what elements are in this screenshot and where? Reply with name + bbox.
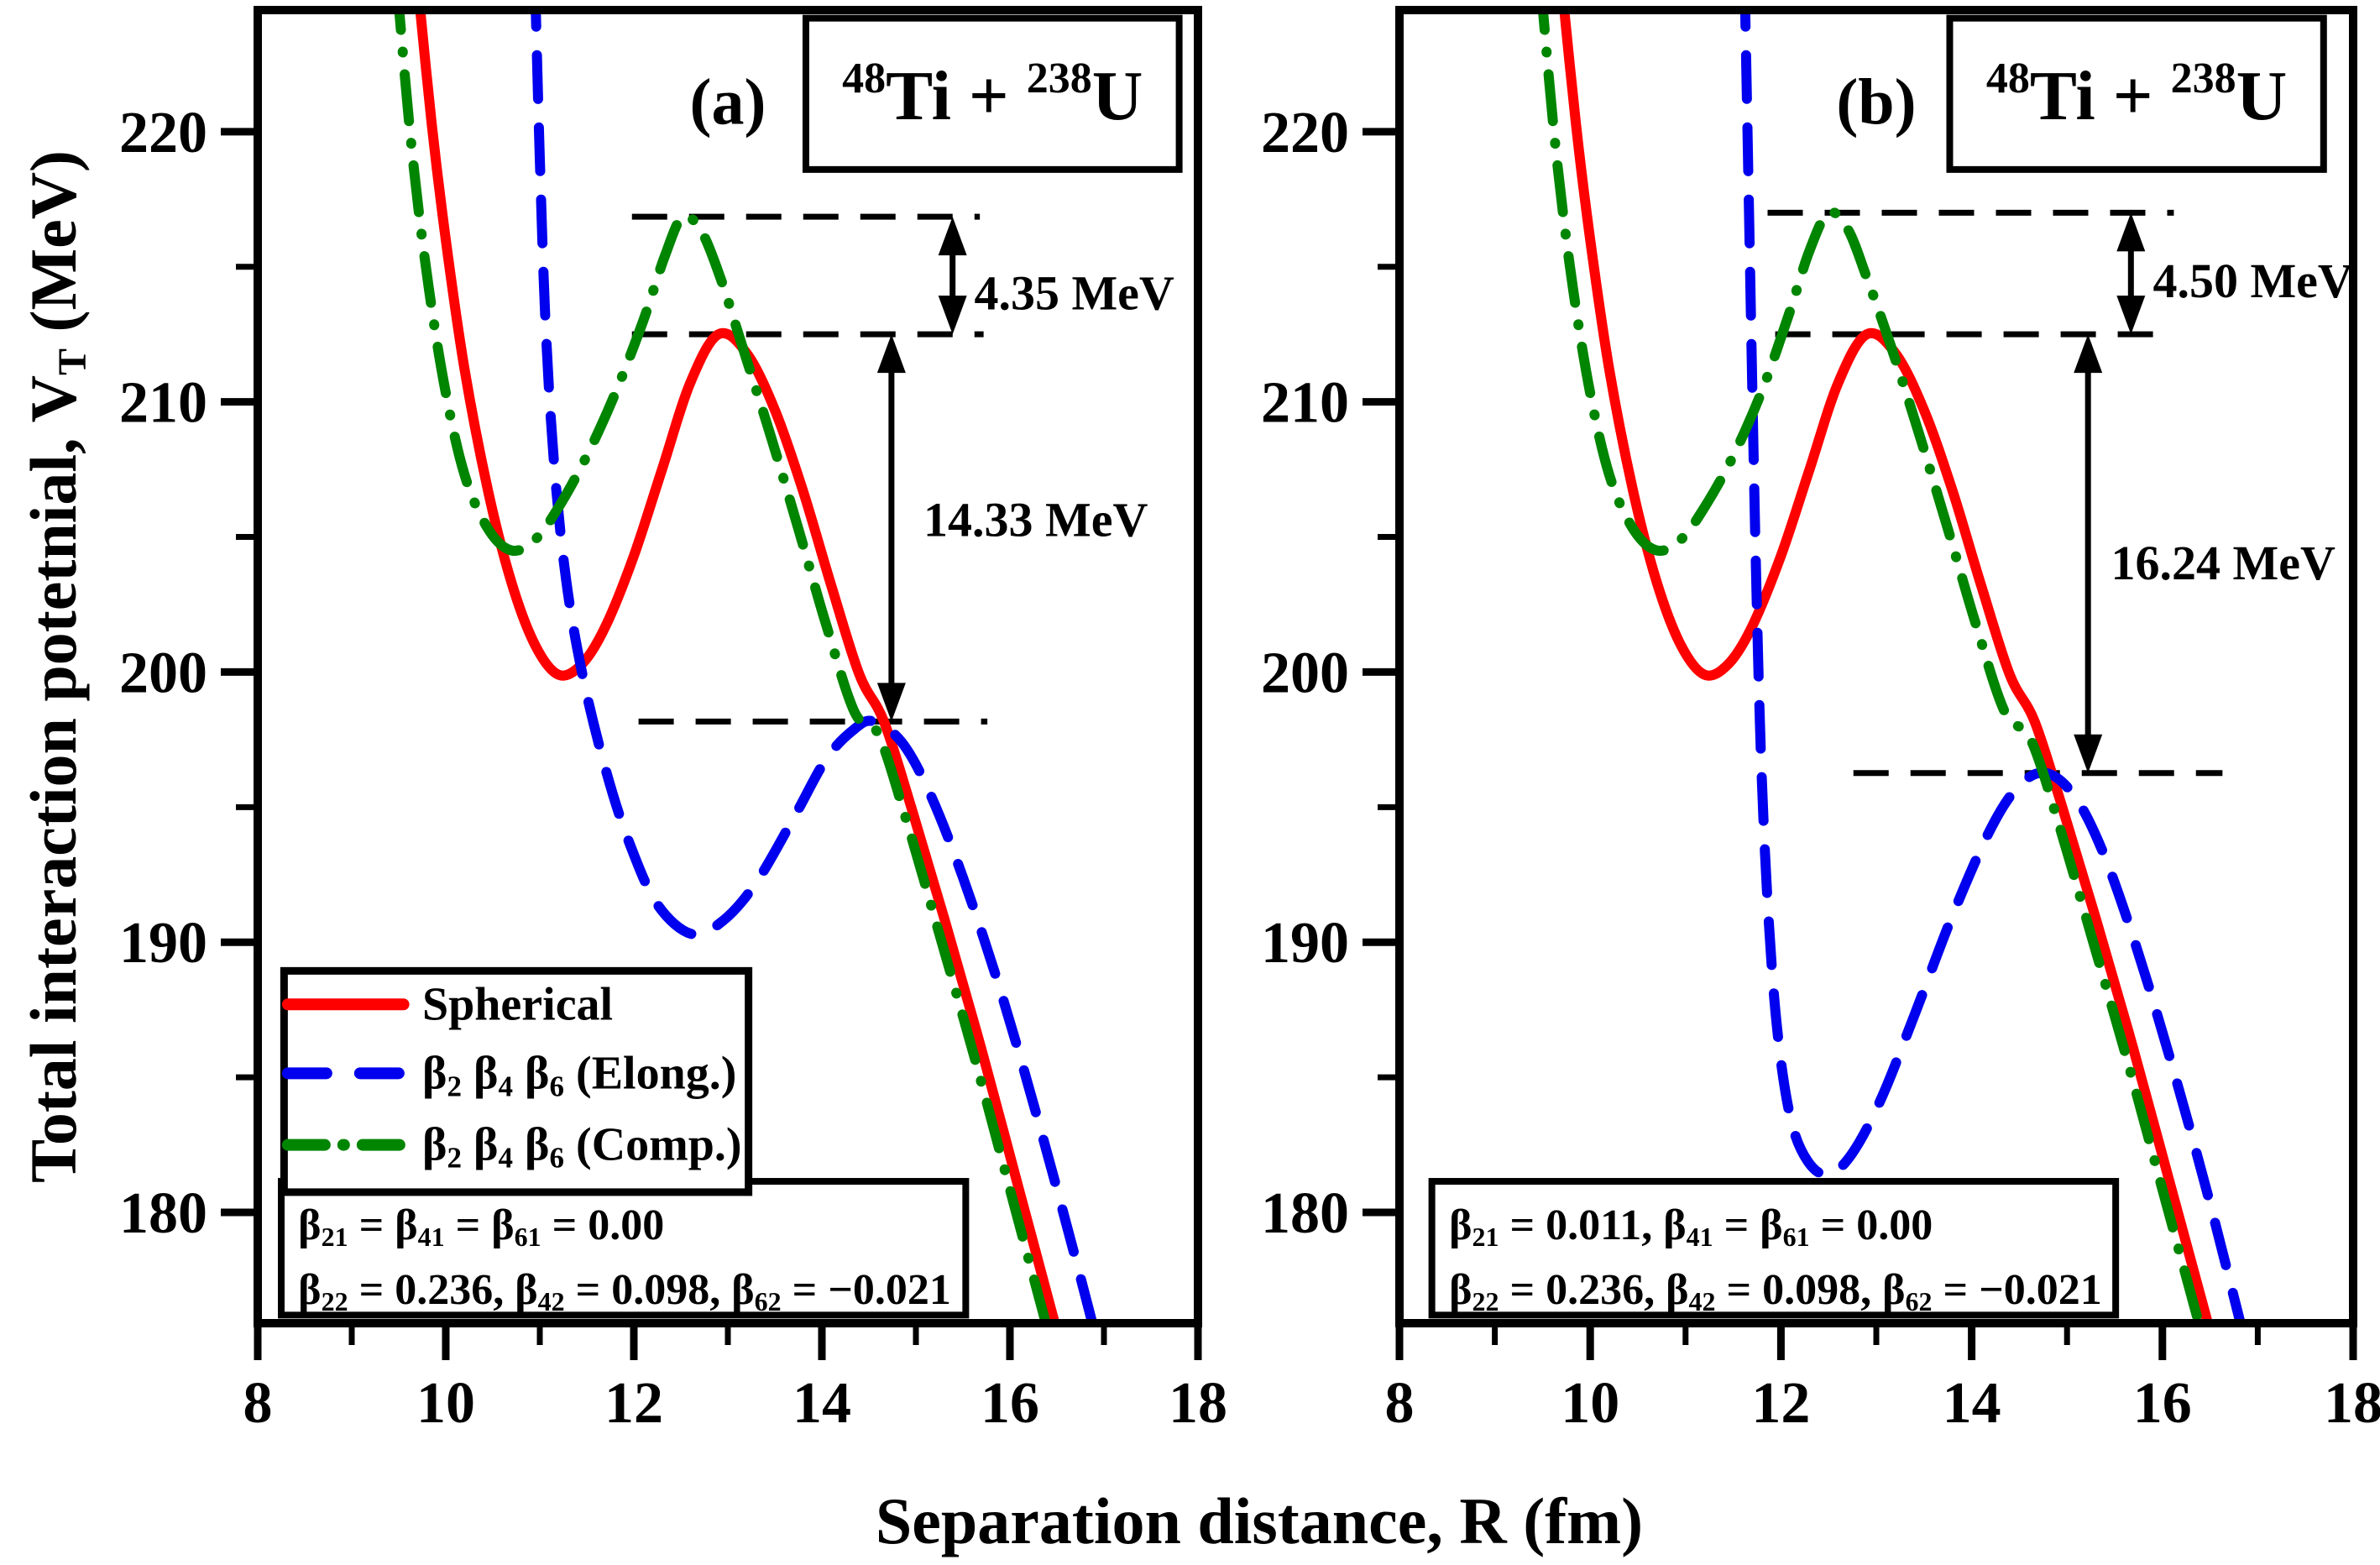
arrowhead-up (2074, 334, 2103, 374)
annotation-label: 14.33 MeV (923, 493, 1148, 547)
x-axis-title: Separation distance, R (fm) (876, 1484, 1643, 1557)
panel-label-b: (b) (1836, 65, 1916, 138)
curve-spherical-b (1559, 13, 2213, 1320)
curve-elong-a (531, 13, 1097, 1320)
beta-parameter-line-2: β22 = 0.236, β42 = 0.098, β62 = −0.021 (1449, 1266, 2102, 1316)
legend-label-0: Spherical (422, 978, 613, 1030)
legend-label-2: β2 β4 β6 (Comp.) (422, 1119, 742, 1175)
reaction-title-a: 48Ti + 238U (842, 55, 1143, 135)
annotation-label: 4.35 MeV (974, 265, 1174, 320)
x-tick-label: 16 (2133, 1371, 2192, 1436)
panel-a-frame (254, 6, 1202, 1327)
y-tick-label: 200 (119, 641, 207, 705)
curve-elong-b (1739, 13, 2245, 1320)
y-tick-label: 220 (119, 101, 207, 165)
x-tick-label: 12 (1751, 1371, 1810, 1436)
curve-spherical-a (415, 13, 1059, 1320)
x-tick-label: 10 (1561, 1371, 1619, 1436)
panel-label-a: (a) (690, 65, 766, 138)
legend-label-1: β2 β4 β6 (Elong.) (422, 1047, 736, 1102)
y-tick-label: 190 (1261, 911, 1349, 976)
arrowhead-down (2074, 734, 2103, 773)
curve-comp-a (394, 13, 1050, 1320)
reaction-title-box (1946, 14, 2327, 173)
panel-a-ticks: 8 10 12 14 16 18 180 190 200 210 220 (119, 101, 1227, 1436)
x-tick-label: 14 (792, 1371, 851, 1436)
x-tick-label: 16 (981, 1371, 1039, 1436)
beta-parameter-line-2: β22 = 0.236, β42 = 0.098, β62 = −0.021 (298, 1266, 951, 1316)
annotation-label: 16.24 MeV (2111, 536, 2335, 590)
reaction-title-box (802, 14, 1183, 173)
y-tick-label: 180 (1261, 1181, 1349, 1246)
annotation-label: 4.50 MeV (2152, 254, 2352, 308)
x-tick-label: 8 (243, 1371, 273, 1436)
panel-a: 8 10 12 14 16 18 180 190 200 210 220 4.35 MeV 14.33 … (119, 6, 1227, 1436)
panel-b-curves (1538, 13, 2245, 1320)
y-tick-label: 210 (119, 371, 207, 436)
arrowhead-down (938, 296, 967, 335)
y-tick-label: 210 (1261, 371, 1349, 436)
y-axis-title: Total interaction potetnial, VT (MeV) (17, 150, 95, 1183)
x-tick-label: 12 (604, 1371, 663, 1436)
arrowhead-up (2116, 212, 2146, 252)
x-tick-label: 8 (1385, 1371, 1415, 1436)
y-tick-label: 190 (119, 911, 207, 976)
arrowhead-up (938, 217, 967, 256)
arrowhead-up (876, 334, 906, 374)
beta-parameter-box-a (278, 1178, 970, 1319)
y-tick-label: 200 (1261, 641, 1349, 705)
curve-comp-b (1538, 13, 2204, 1320)
x-tick-label: 18 (2324, 1371, 2380, 1436)
panel-b-ticks: 8 10 12 14 16 18 180 190 200 210 220 (1261, 101, 2380, 1436)
x-tick-label: 18 (1169, 1371, 1227, 1436)
beta-parameter-line-1: β21 = 0.011, β41 = β61 = 0.00 (1449, 1201, 1933, 1252)
beta-parameter-line-1: β21 = β41 = β61 = 0.00 (298, 1201, 664, 1252)
panel-b-frame (1395, 6, 2357, 1327)
panel-a-curves (394, 13, 1097, 1320)
y-tick-label: 180 (119, 1181, 207, 1246)
arrowhead-down (2116, 296, 2146, 335)
y-tick-label: 220 (1261, 101, 1349, 165)
panel-b: 8 10 12 14 16 18 180 190 200 210 220 4.50 MeV 16.24 … (1261, 6, 2380, 1436)
x-tick-label: 14 (1943, 1371, 2001, 1436)
reaction-title-b: 48Ti + 238U (1986, 55, 2287, 135)
beta-parameter-box-b (1428, 1178, 2120, 1319)
x-tick-label: 10 (416, 1371, 475, 1436)
arrowhead-down (876, 683, 906, 722)
